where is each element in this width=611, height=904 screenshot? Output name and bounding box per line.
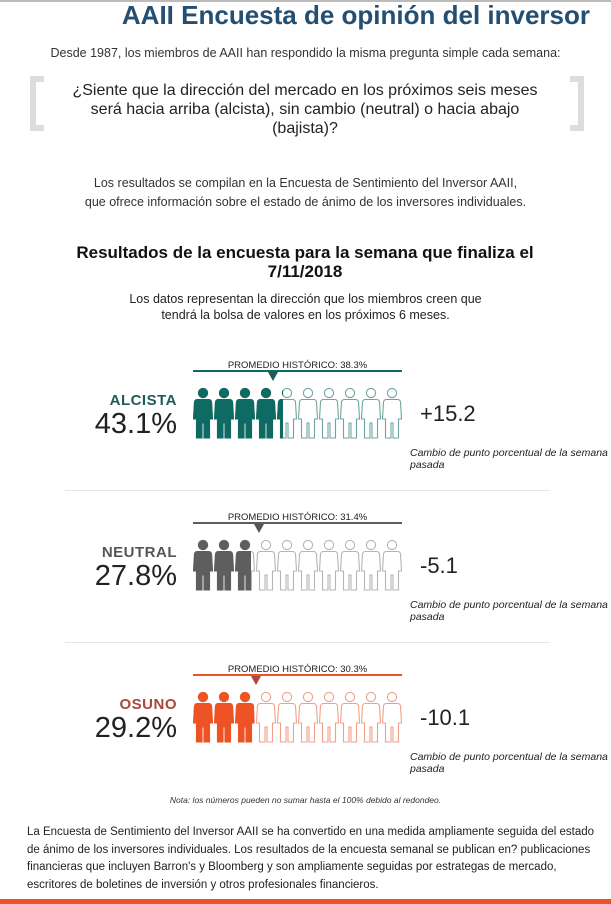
person-icon: [319, 539, 339, 591]
historical-average-label: PROMEDIO HISTÓRICO: 31.4%: [227, 512, 368, 523]
weekly-change-caption: Cambio de punto porcentual de la semana …: [410, 599, 608, 623]
person-icon-array: [193, 387, 402, 439]
person-icon: [298, 539, 318, 591]
results-title: Resultados de la encuesta para la semana…: [76, 243, 534, 281]
sentiment-alcista: PROMEDIO HISTÓRICO: 38.3% ALCISTA 43.1% …: [0, 360, 611, 510]
weekly-change: +15.2: [420, 401, 476, 426]
person-icon: [277, 691, 297, 743]
weekly-change: -10.1: [420, 705, 471, 730]
person-icon: [256, 387, 276, 439]
person-icon: [340, 691, 360, 743]
person-icon: [319, 691, 339, 743]
category-label: OSUNO: [119, 696, 177, 713]
person-icon: [277, 539, 297, 591]
person-icon: [214, 539, 234, 591]
category-label: NEUTRAL: [101, 544, 177, 561]
sentiment-osuno: PROMEDIO HISTÓRICO: 30.3% OSUNO 29.2% -1…: [0, 664, 611, 814]
person-icon: [382, 539, 402, 591]
historical-average-label: PROMEDIO HISTÓRICO: 30.3%: [227, 664, 368, 675]
person-icon: [298, 387, 318, 439]
person-icon: [235, 539, 252, 591]
person-icon: [340, 539, 360, 591]
person-icon: [193, 387, 213, 439]
person-icon: [319, 387, 339, 439]
historical-average-label: PROMEDIO HISTÓRICO: 38.3%: [227, 360, 368, 371]
weekly-change-caption: Cambio de punto porcentual de la semana …: [410, 751, 608, 775]
weekly-change: -5.1: [420, 553, 458, 578]
historical-average-marker: [253, 524, 264, 533]
section-divider: [65, 490, 550, 491]
weekly-change-caption: Cambio de punto porcentual de la semana …: [410, 447, 608, 471]
compiled-line-1: Los resultados se compilan en la Encuest…: [93, 176, 518, 190]
historical-average-marker: [251, 676, 262, 685]
compiled-line-2: que ofrece información sobre el estado d…: [84, 195, 527, 209]
person-icon: [214, 691, 234, 743]
historical-average-line: [193, 370, 402, 372]
survey-question: ¿Siente que la dirección del mercado en …: [72, 82, 538, 137]
section-divider: [65, 642, 550, 643]
category-percent: 29.2%: [94, 712, 177, 744]
sentiment-neutral: PROMEDIO HISTÓRICO: 31.4% NEUTRAL 27.8% …: [0, 512, 611, 662]
intro-text: Desde 1987, los miembros de AAII han res…: [50, 46, 561, 60]
historical-average-marker: [268, 372, 279, 381]
left-bracket: [30, 76, 44, 131]
person-icon: [235, 387, 255, 439]
person-icon-array: [193, 539, 402, 591]
person-icon: [340, 387, 360, 439]
person-icon: [193, 539, 213, 591]
category-label: ALCISTA: [109, 392, 177, 409]
historical-average-line: [193, 522, 402, 524]
person-icon: [382, 387, 402, 439]
historical-average-line: [193, 674, 402, 676]
person-icon: [361, 387, 381, 439]
results-subtitle-line-1: Los datos representan la dirección que l…: [129, 292, 482, 306]
right-bracket: [570, 76, 584, 131]
person-icon: [193, 691, 213, 743]
person-icon: [382, 691, 402, 743]
results-subtitle: Los datos representan la dirección que l…: [0, 291, 611, 323]
person-icon: [298, 691, 318, 743]
category-percent: 27.8%: [94, 560, 177, 592]
about-text: La Encuesta de Sentimiento del Inversor …: [27, 826, 595, 891]
results-subtitle-line-2: tendrá la bolsa de valores en los próxim…: [161, 308, 450, 322]
person-icon: [235, 691, 255, 743]
person-icon: [214, 387, 234, 439]
category-percent: 43.1%: [94, 408, 177, 440]
person-icon: [361, 539, 381, 591]
person-icon: [277, 389, 284, 439]
person-icon: [361, 691, 381, 743]
rounding-note: Nota: los números pueden no sumar hasta …: [169, 795, 442, 805]
person-icon: [256, 691, 276, 743]
compiled-text: Los resultados se compilan en la Encuest…: [0, 174, 611, 212]
person-icon: [256, 539, 276, 591]
person-icon-array: [193, 691, 402, 743]
page-title: AAII Encuesta de opinión del inversor: [121, 0, 590, 30]
